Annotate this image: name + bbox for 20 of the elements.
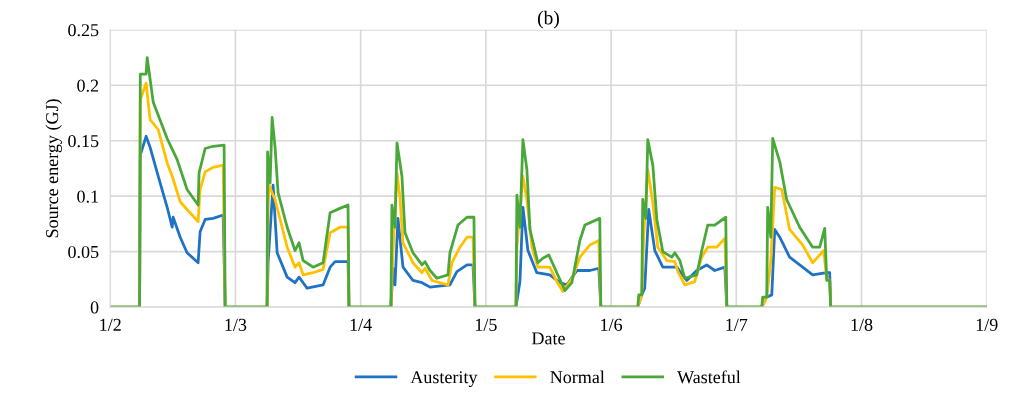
y-tick-label: 0	[90, 301, 99, 314]
legend-label: Wasteful	[677, 370, 741, 384]
x-axis-title: Date	[531, 332, 565, 345]
x-tick-label: 1/5	[475, 318, 497, 331]
x-tick-label: 1/3	[225, 318, 247, 331]
x-tick-label: 1/2	[100, 318, 121, 331]
x-tick-label: 1/9	[976, 318, 998, 331]
y-tick-label: 0.1	[77, 190, 98, 203]
y-tick-label: 0.25	[68, 24, 99, 37]
legend-label: Austerity	[410, 371, 478, 388]
y-tick-label: 0.05	[68, 245, 99, 259]
y-tick-label: 0.15	[68, 134, 99, 148]
x-tick-label: 1/7	[726, 318, 748, 331]
x-tick-label: 1/8	[851, 318, 873, 331]
legend-label: Normal	[550, 370, 605, 384]
x-tick-label: 1/4	[350, 318, 372, 331]
chart-title: (b)	[537, 10, 559, 29]
y-axis-title: Source energy (GJ)	[45, 99, 62, 238]
x-tick-label: 1/6	[601, 318, 623, 331]
y-tick-label: 0.2	[77, 79, 99, 92]
